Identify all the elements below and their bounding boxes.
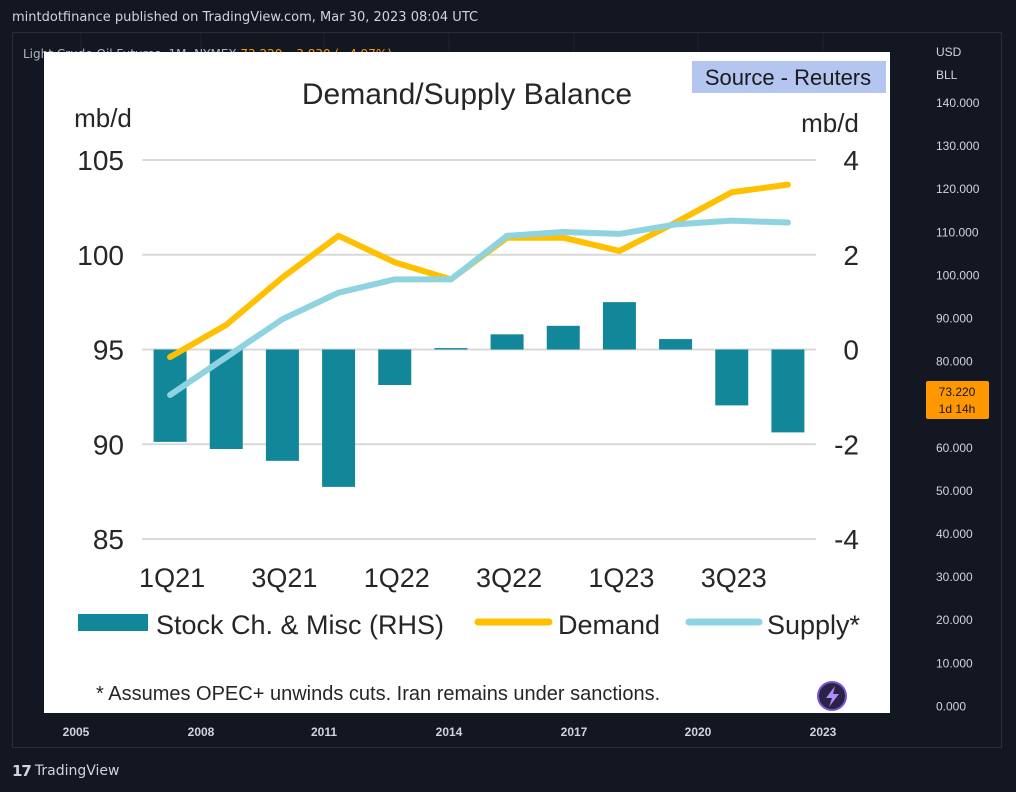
tradingview-footer[interactable]: 17 TradingView (12, 762, 119, 780)
right-tick-label: 4 (843, 145, 859, 176)
price-tag-countdown: 1d 14h (939, 402, 976, 416)
left-tick-label: 95 (93, 335, 124, 366)
right-tick-label: 0 (843, 335, 859, 366)
price-axis-label: 100.000 (936, 268, 980, 282)
bar-stock-change (659, 339, 693, 350)
price-axis-label: 20.000 (936, 613, 973, 627)
bar-stock-change (715, 349, 749, 406)
price-axis-label: 110.000 (936, 225, 979, 239)
legend-label-demand: Demand (558, 610, 660, 640)
x-tick-label: 1Q22 (364, 563, 430, 593)
price-axis-label: 10.000 (936, 656, 973, 670)
time-axis-label: 2014 (436, 725, 463, 739)
price-tag (926, 381, 989, 419)
footnote: * Assumes OPEC+ unwinds cuts. Iran remai… (96, 683, 660, 705)
x-tick-label: 1Q21 (139, 563, 205, 593)
bar-stock-change (322, 349, 356, 487)
bar-stock-change (434, 348, 468, 350)
source-label-box (692, 61, 886, 93)
price-axis-label: 90.000 (936, 312, 973, 326)
tradingview-brand: TradingView (34, 763, 120, 779)
price-axis-label: 130.000 (936, 139, 980, 153)
tradingview-logo-icon: 17 (12, 762, 32, 780)
price-axis-label: 30.000 (936, 570, 973, 584)
right-tick-label: 2 (843, 240, 859, 271)
x-tick-label: 3Q21 (251, 563, 317, 593)
price-axis-label: 80.000 (936, 355, 973, 369)
time-axis-label: 2023 (810, 725, 837, 739)
time-axis-label: 2020 (685, 725, 712, 739)
time-axis-label: 2008 (188, 725, 215, 739)
left-tick-label: 90 (93, 429, 124, 460)
time-axis-label: 2005 (63, 725, 90, 739)
price-tag-value: 73.220 (939, 385, 976, 399)
price-axis-label: 140.000 (936, 96, 980, 110)
unit-label: BLL (936, 68, 958, 82)
bar-stock-change (771, 349, 805, 433)
x-tick-label: 3Q23 (701, 563, 767, 593)
price-axis-label: 50.000 (936, 484, 973, 498)
price-axis-label: 120.000 (936, 182, 980, 196)
time-axis-label: 2011 (311, 725, 337, 739)
bar-stock-change (490, 334, 524, 350)
left-tick-label: 100 (77, 240, 124, 271)
line-supply (167, 217, 791, 398)
time-axis-label: 2017 (561, 725, 588, 739)
legend-label-stock: Stock Ch. & Misc (RHS) (156, 610, 444, 640)
x-tick-label: 3Q22 (476, 563, 542, 593)
source-label: Source - Reuters (705, 65, 871, 90)
chart-frame[interactable]: Light Crude Oil Futures, 1M, NYMEX 73.22… (12, 32, 1002, 748)
left-tick-label: 85 (93, 524, 124, 555)
price-axis-label: 0.000 (936, 699, 966, 713)
chart-title: Demand/Supply Balance (302, 78, 632, 111)
right-tick-label: -4 (834, 524, 859, 555)
price-axis-label: 60.000 (936, 441, 973, 455)
bar-stock-change (265, 349, 299, 461)
right-tick-label: -2 (834, 429, 859, 460)
legend-label-supply: Supply* (767, 610, 861, 640)
left-tick-label: 105 (77, 145, 124, 176)
bar-stock-change (602, 302, 636, 350)
currency-label: USD (936, 45, 962, 59)
lightning-bolt-icon (826, 686, 839, 707)
left-axis-unit: mb/d (74, 103, 132, 133)
legend-swatch-stock (78, 614, 148, 631)
chart-svg: Light Crude Oil Futures, 1M, NYMEX 73.22… (23, 33, 989, 739)
right-axis-unit: mb/d (801, 108, 859, 138)
bar-stock-change (546, 325, 580, 350)
price-axis-label: 40.000 (936, 527, 973, 541)
bar-stock-change (378, 349, 412, 386)
x-tick-label: 1Q23 (588, 563, 654, 593)
publisher-line: mintdotfinance published on TradingView.… (12, 10, 479, 25)
